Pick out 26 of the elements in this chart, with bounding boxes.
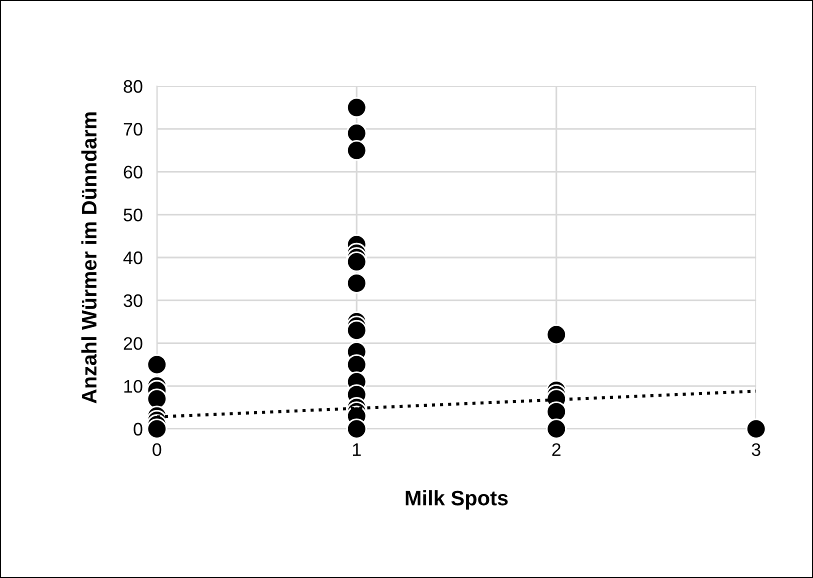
- y-tick-label: 20: [124, 337, 142, 350]
- x-tick-label: 3: [752, 443, 760, 456]
- point: [346, 140, 368, 161]
- point: [146, 418, 168, 440]
- y-tick-label: 40: [123, 251, 142, 264]
- point: [346, 97, 368, 118]
- x-tick-label: 0: [152, 443, 162, 456]
- point: [546, 324, 567, 346]
- point: [746, 418, 766, 440]
- y-tick-label: 80: [124, 80, 142, 93]
- y-tick-label: 0: [134, 422, 142, 436]
- y-axis-title: Anzahl Würmer im Dünndarm: [81, 112, 97, 404]
- y-tick-label: 60: [124, 166, 142, 179]
- point: [346, 418, 368, 440]
- y-tick-label: 10: [124, 380, 142, 393]
- point: [346, 272, 368, 294]
- y-tick-label: 70: [124, 122, 142, 136]
- point: [346, 251, 368, 272]
- point: [146, 354, 168, 376]
- x-tick-label: 2: [552, 443, 560, 456]
- y-tick-label: 50: [124, 208, 142, 222]
- x-axis-title: Milk Spots: [406, 490, 508, 510]
- y-tick-label: 30: [124, 294, 142, 308]
- x-tick-label: 1: [352, 443, 361, 456]
- point: [346, 320, 368, 341]
- point: [546, 418, 567, 440]
